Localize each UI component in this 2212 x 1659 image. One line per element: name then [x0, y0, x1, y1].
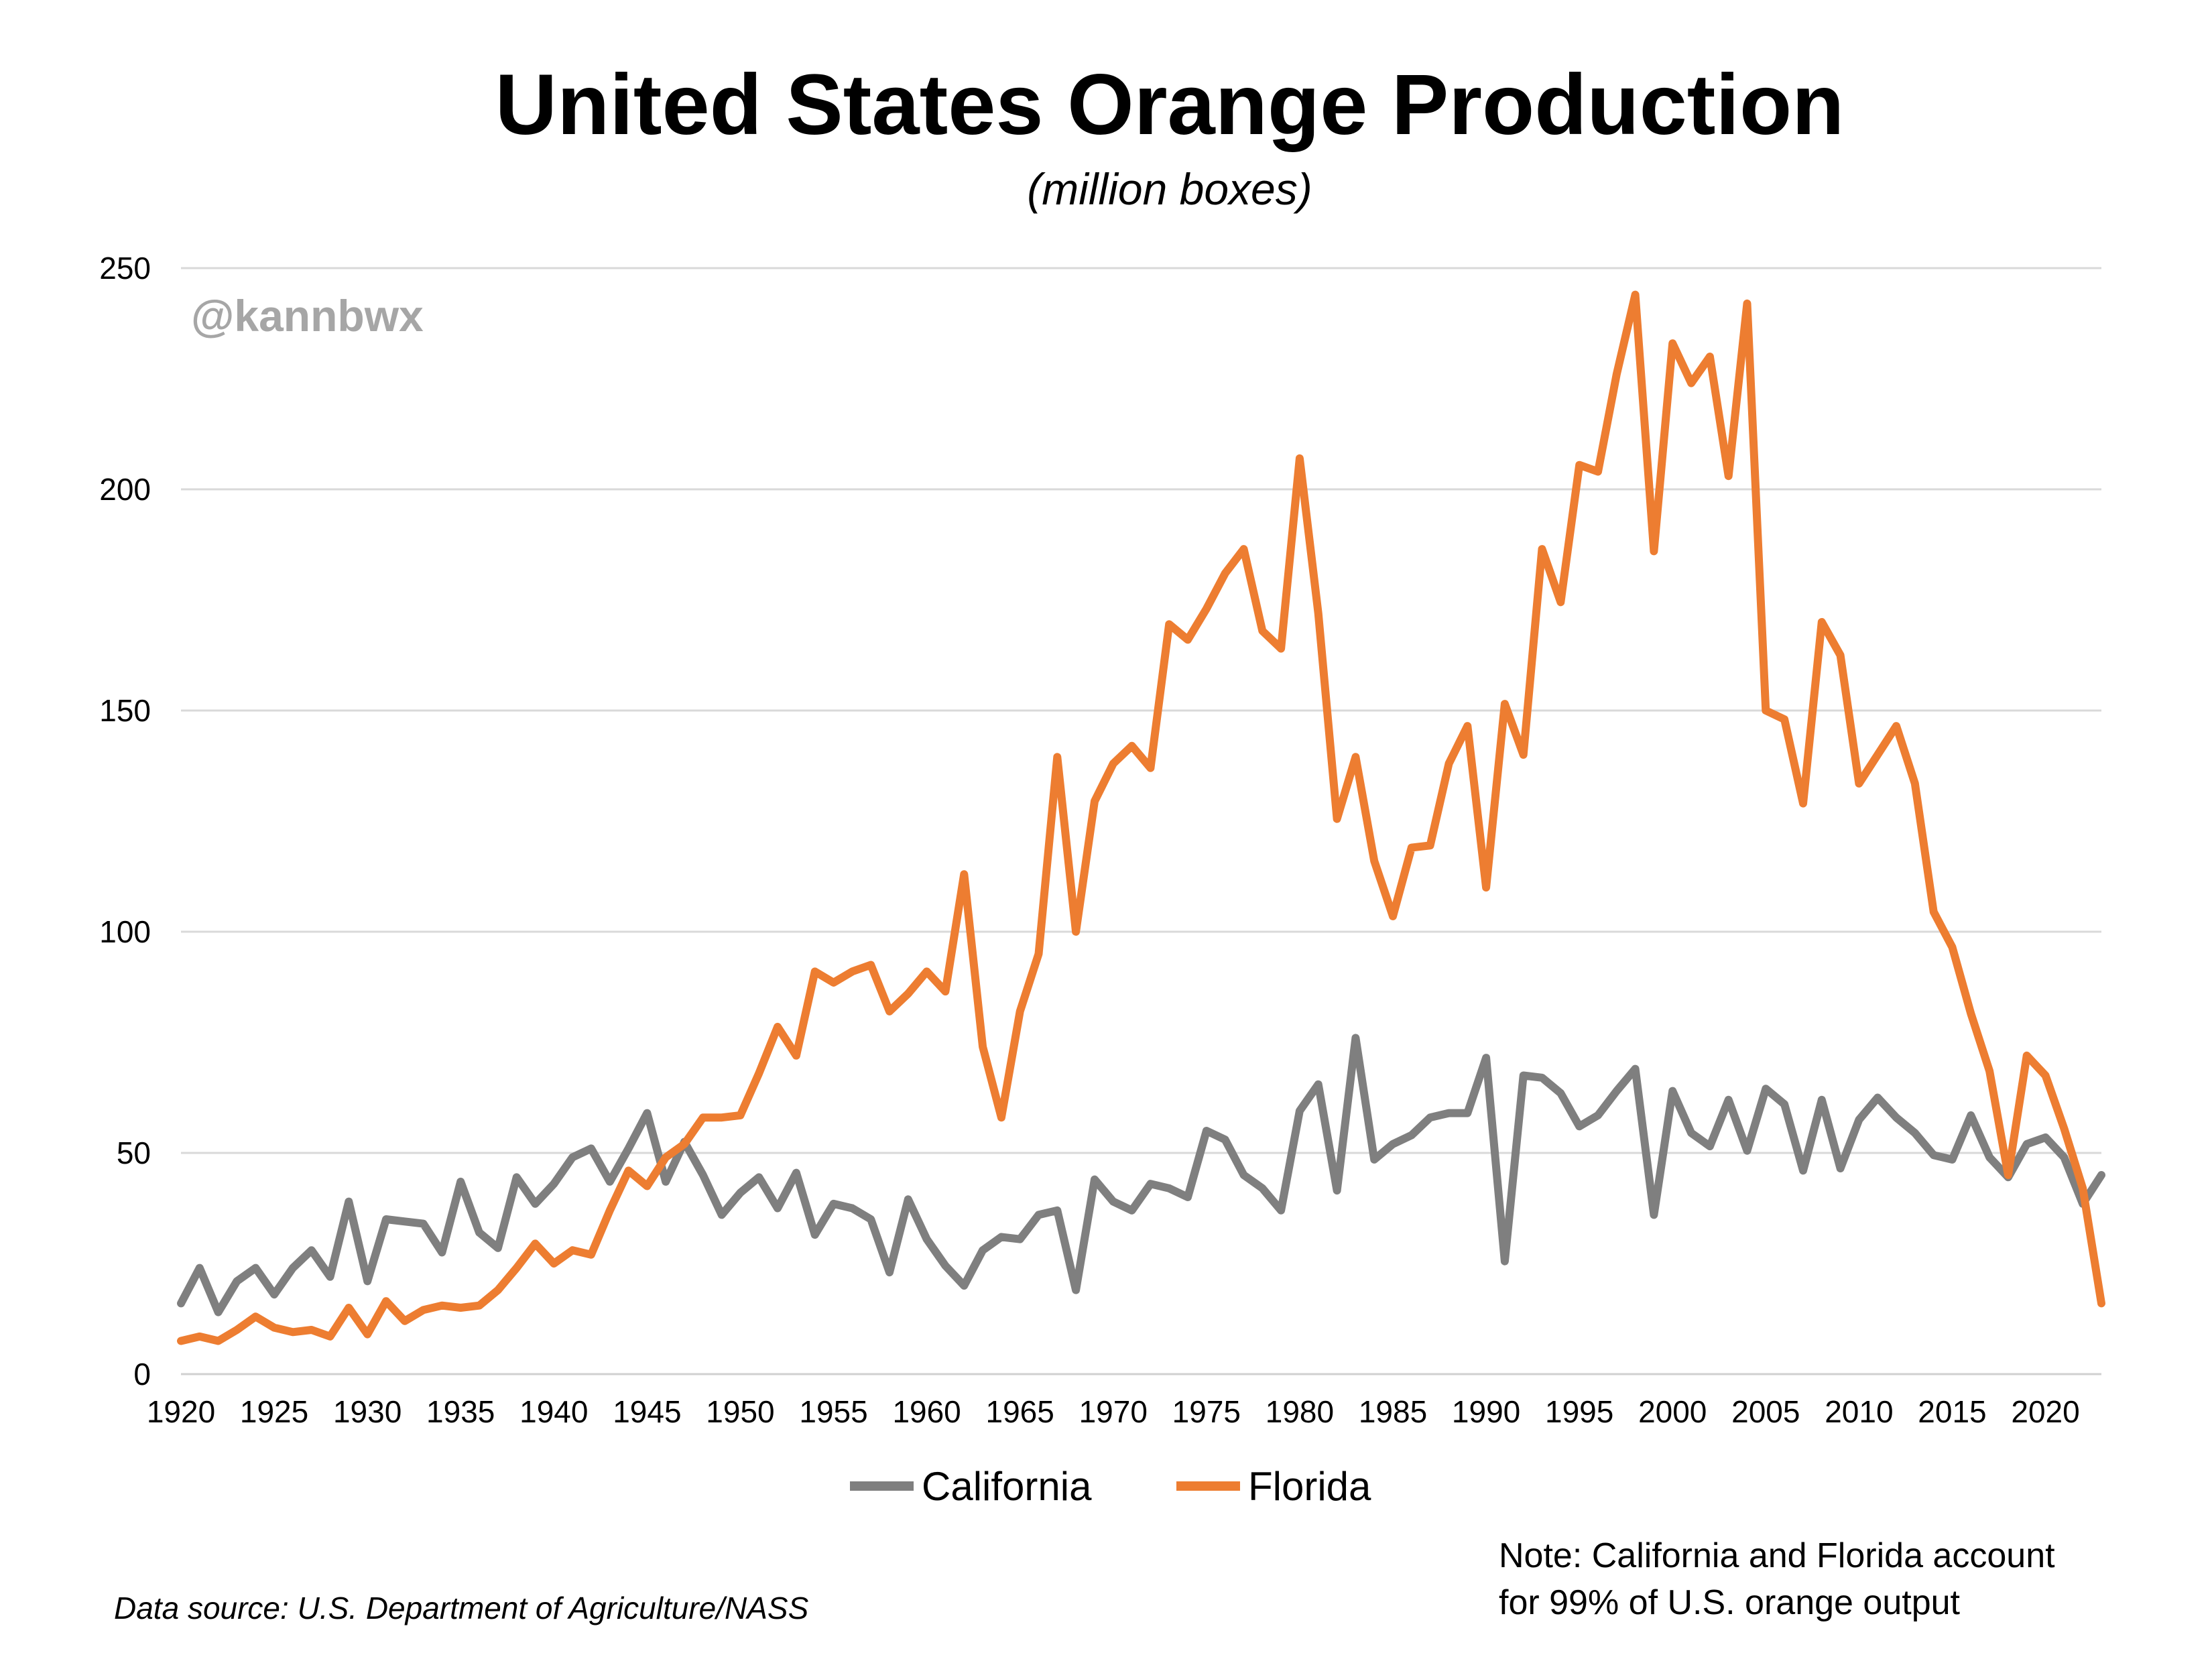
x-tick-label: 1965	[986, 1394, 1054, 1429]
x-tick-label: 1930	[333, 1394, 402, 1429]
x-tick-label: 1940	[519, 1394, 588, 1429]
y-tick-label: 100	[99, 914, 151, 949]
x-tick-label: 1960	[892, 1394, 961, 1429]
y-tick-label: 200	[99, 472, 151, 507]
x-tick-label: 1935	[426, 1394, 495, 1429]
y-tick-label: 250	[99, 251, 151, 286]
x-tick-label: 1945	[613, 1394, 681, 1429]
x-tick-label: 1985	[1359, 1394, 1427, 1429]
x-tick-label: 1920	[147, 1394, 215, 1429]
x-tick-label: 1925	[240, 1394, 308, 1429]
y-tick-label: 150	[99, 693, 151, 728]
x-tick-label: 2020	[2011, 1394, 2079, 1429]
series-line-florida	[177, 290, 2105, 1345]
gridlines	[181, 267, 2101, 1375]
x-tick-label: 2015	[1918, 1394, 1986, 1429]
x-tick-label: 2010	[1825, 1394, 1893, 1429]
chart-title: United States Orange Production	[495, 57, 1845, 153]
x-tick-label: 1955	[799, 1394, 867, 1429]
x-tick-label: 1970	[1079, 1394, 1148, 1429]
legend-label-california: California	[922, 1464, 1092, 1509]
x-tick-label: 1950	[706, 1394, 774, 1429]
note-line-1: Note: California and Florida account	[1499, 1536, 2055, 1575]
y-tick-label: 0	[133, 1357, 151, 1392]
watermark: @kannbwx	[191, 291, 424, 341]
x-tick-label: 1980	[1266, 1394, 1334, 1429]
series-lines	[177, 290, 2105, 1345]
series-line-california	[177, 1034, 2105, 1316]
data-source-caption: Data source: U.S. Department of Agricult…	[114, 1591, 809, 1625]
note-line-2: for 99% of U.S. orange output	[1499, 1583, 1961, 1622]
legend-label-florida: Florida	[1248, 1464, 1371, 1509]
legend: California Florida	[850, 1464, 1371, 1509]
x-tick-label: 1975	[1172, 1394, 1241, 1429]
x-tick-label: 2005	[1731, 1394, 1800, 1429]
x-axis-ticks: 1920 1925 1930 1935 1940 1945 1950 1955 1960 1965…	[147, 1394, 2080, 1429]
x-tick-label: 1995	[1545, 1394, 1613, 1429]
chart-subtitle: (million boxes)	[1027, 164, 1312, 214]
y-axis-ticks: 0 50 100 150 200 250	[99, 251, 151, 1392]
x-tick-label: 2000	[1638, 1394, 1707, 1429]
x-tick-label: 1990	[1452, 1394, 1520, 1429]
y-tick-label: 50	[117, 1135, 151, 1170]
